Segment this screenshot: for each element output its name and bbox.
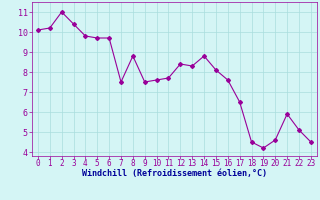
X-axis label: Windchill (Refroidissement éolien,°C): Windchill (Refroidissement éolien,°C) bbox=[82, 169, 267, 178]
